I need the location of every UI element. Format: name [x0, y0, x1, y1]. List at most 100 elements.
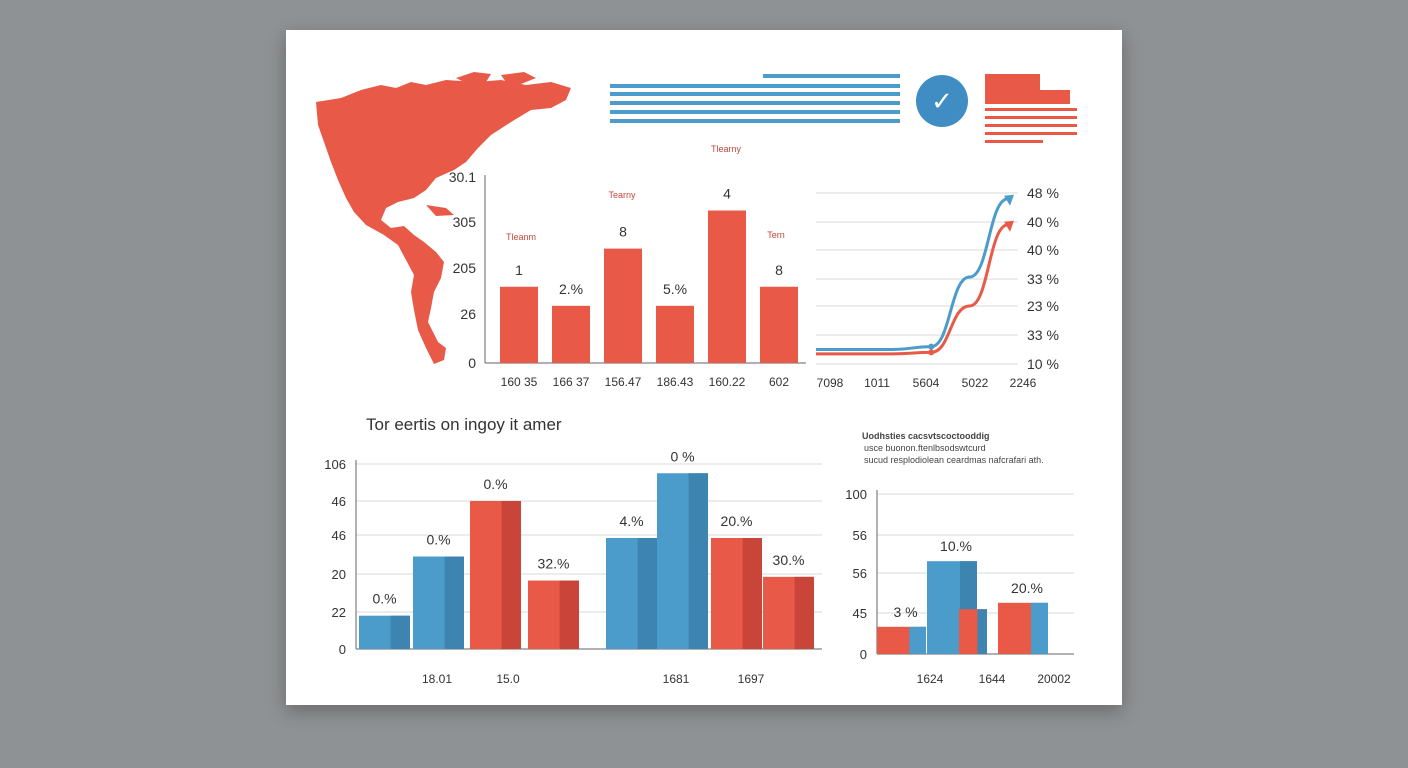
x-tick-label: 166 37: [553, 375, 590, 389]
check-icon: ✓: [931, 86, 953, 116]
blue-stripe: [610, 101, 900, 105]
world-map-illustration: [316, 72, 571, 364]
y-tick-label: 46: [332, 494, 346, 509]
red-stripe: [985, 108, 1077, 111]
series-arrowhead-blue: [1004, 194, 1014, 206]
y-tick-label: 100: [845, 487, 867, 502]
y-tick-label: 56: [853, 566, 867, 581]
bar-value-label: 20.%: [1011, 580, 1043, 596]
bar-shade: [794, 576, 814, 649]
x-tick-label: 15.0: [496, 672, 520, 686]
header-stripes-red: [985, 74, 1077, 143]
bar-value-label: 10.%: [940, 538, 972, 554]
red-stripe: [985, 132, 1077, 135]
y-tick-label: 40 %: [1027, 214, 1059, 230]
x-tick-label: 1697: [738, 672, 765, 686]
bar-value-label: 20.%: [721, 513, 753, 529]
y-tick-label: 20: [332, 567, 346, 582]
map-landmass: [426, 205, 454, 216]
bar-shade: [977, 609, 987, 654]
red-stripe: [985, 140, 1043, 143]
annotation-label: Tearny: [608, 190, 636, 200]
x-tick-label: 18.01: [422, 672, 452, 686]
y-tick-label: 33 %: [1027, 271, 1059, 287]
series-arrowhead-red: [1004, 220, 1014, 232]
x-tick-label: 20002: [1037, 672, 1071, 686]
bar-value-label: 4: [723, 186, 731, 202]
y-tick-label: 26: [460, 306, 476, 322]
bottom-right-bar-chart: Uodhsties cacsvtscoctooddig usce buonon.f…: [845, 431, 1074, 686]
top-line-chart: 10 % 33 % 23 % 33 % 40 % 40 % 48 % 7098 1011 5604…: [815, 185, 1059, 390]
bar-value-label: 5.%: [663, 281, 687, 297]
bar-value-label: 8: [619, 224, 627, 240]
bar: [656, 305, 694, 363]
y-tick-label: 56: [853, 528, 867, 543]
bar-value-label: 8: [775, 262, 783, 278]
blue-stripe: [610, 92, 900, 96]
blue-stripe: [610, 110, 900, 114]
bar: [708, 210, 746, 363]
y-tick-label: 0: [468, 355, 476, 371]
bar: [552, 305, 590, 363]
bar-value-label: 3 %: [893, 604, 917, 620]
header-stripes-blue: [610, 74, 900, 123]
bar-shade: [637, 538, 657, 649]
series-line-red: [816, 223, 1009, 356]
x-tick-label: 160 35: [501, 375, 538, 389]
bar-value-label: 0 %: [670, 448, 694, 464]
map-landmass: [316, 80, 571, 364]
y-tick-label: 0: [339, 642, 346, 657]
check-badge: ✓: [916, 75, 968, 127]
x-tick-label: 1681: [663, 672, 690, 686]
y-tick-label: 40 %: [1027, 242, 1059, 258]
blue-stripe: [610, 119, 900, 123]
y-tick-label: 46: [332, 528, 346, 543]
series-line-blue: [815, 197, 1009, 351]
legend-text-line: usce buonon.ftenlbsodswtcurd: [864, 443, 986, 453]
bar-value-label: 4.%: [619, 513, 643, 529]
x-tick-label: 156.47: [605, 375, 642, 389]
y-tick-label: 22: [332, 605, 346, 620]
bar-shade: [390, 615, 410, 649]
bar-shade: [501, 501, 521, 649]
bar-shade: [742, 538, 762, 649]
y-tick-label: 33 %: [1027, 327, 1059, 343]
y-tick-label: 205: [453, 260, 477, 276]
legend-text-line: sucud resplodiolean ceardmas nafcrafari …: [864, 455, 1044, 465]
bar-shade: [559, 580, 579, 649]
y-tick-label: 48 %: [1027, 185, 1059, 201]
y-tick-label: 305: [453, 214, 477, 230]
bottom-left-bar-chart: Tor eertis on ingoy it amer 0 22 20 46 46 106 1…: [324, 415, 822, 686]
red-stripe: [985, 124, 1077, 127]
series-point-blue: [928, 343, 935, 350]
map-landmass: [396, 176, 418, 192]
infographic-canvas: ✓ 0 26 205 305 30.1 1 160 35 2.% 166 37 8 156.47 5.…: [316, 72, 1077, 686]
bar-value-label: 1: [515, 262, 523, 278]
bar: [500, 286, 538, 363]
blue-stripe: [610, 84, 900, 88]
bar-shade: [909, 626, 926, 654]
y-tick-label: 10 %: [1027, 356, 1059, 372]
x-tick-label: 2246: [1010, 376, 1037, 390]
bar-value-label: 0.%: [372, 591, 396, 607]
x-tick-label: 7098: [817, 376, 844, 390]
x-tick-label: 5022: [962, 376, 989, 390]
bar-value-label: 0.%: [426, 532, 450, 548]
bar-value-label: 0.%: [483, 476, 507, 492]
annotation-label: Tleanm: [506, 232, 536, 242]
annotation-label: Tlearny: [711, 144, 742, 154]
y-tick-label: 106: [324, 457, 346, 472]
bar-shade: [1031, 602, 1048, 654]
x-tick-label: 5604: [913, 376, 940, 390]
x-tick-label: 1644: [979, 672, 1006, 686]
x-tick-label: 602: [769, 375, 789, 389]
bar-shade: [688, 473, 708, 649]
red-stripe: [985, 116, 1077, 119]
red-stripe: [985, 90, 1070, 104]
map-landmass: [541, 86, 568, 100]
bar-shade: [444, 556, 464, 649]
series-point-red: [928, 349, 935, 356]
y-tick-label: 23 %: [1027, 298, 1059, 314]
bar: [604, 248, 642, 363]
blue-stripe: [763, 74, 900, 78]
